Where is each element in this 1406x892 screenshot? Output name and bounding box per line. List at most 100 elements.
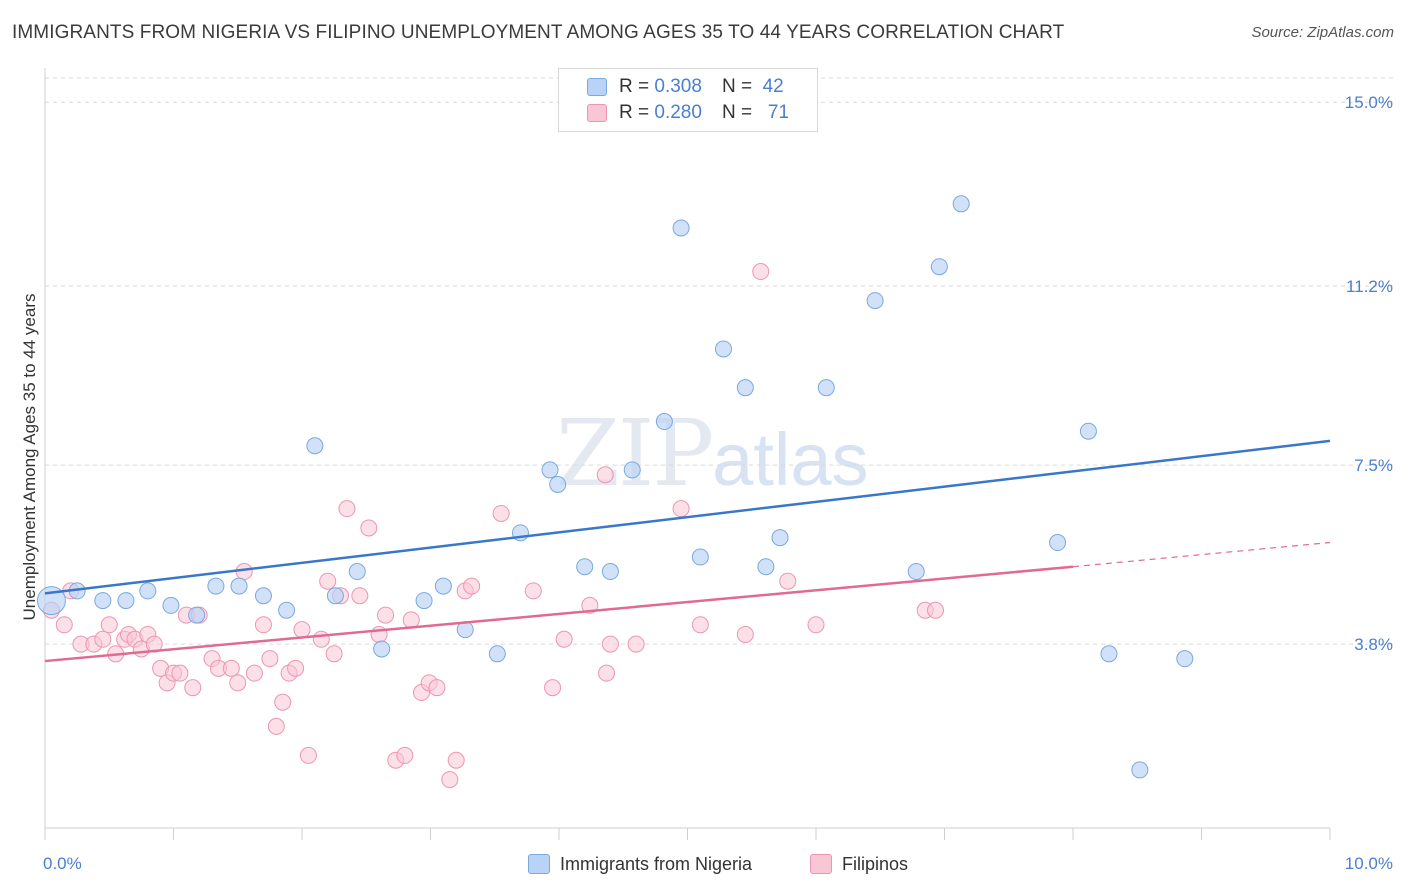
legend-r-value: 0.308	[654, 76, 702, 97]
nigeria-point	[655, 413, 673, 431]
nigeria-legend-label: Immigrants from Nigeria	[560, 853, 753, 874]
y-tick-label: 11.2%	[1346, 277, 1393, 296]
filipino-point	[338, 500, 356, 518]
filipino-point	[229, 674, 247, 692]
filipino-point	[601, 635, 619, 653]
filipino-point	[927, 601, 945, 619]
chart-title: IMMIGRANTS FROM NIGERIA VS FILIPINO UNEM…	[12, 22, 1065, 43]
filipino-point	[299, 746, 317, 764]
legend-r-label: R =	[619, 76, 650, 97]
filipino-trend-extension	[1072, 541, 1331, 568]
nigeria-point	[36, 586, 66, 616]
filipino-point	[736, 625, 754, 643]
series-legend-filipino: Filipinos	[810, 852, 908, 876]
filipino-point	[267, 717, 285, 735]
nigeria-trend-line	[44, 439, 1331, 595]
filipino-point	[598, 664, 616, 682]
nigeria-point	[230, 577, 248, 595]
filipino-trend-line	[44, 565, 1074, 663]
filipino-point	[55, 616, 73, 634]
filipino-point	[94, 630, 112, 648]
nigeria-point	[1079, 422, 1097, 440]
grid	[45, 77, 1395, 645]
legend-r-label: R =	[619, 102, 650, 123]
filipino-point	[441, 771, 459, 789]
nigeria-point	[488, 645, 506, 663]
nigeria-point	[306, 437, 324, 455]
nigeria-point	[1176, 650, 1194, 668]
filipino-legend-label: Filipinos	[842, 853, 909, 874]
x-tick-labels: 0.0% 10.0%	[43, 854, 1393, 873]
filipino-point	[544, 679, 562, 697]
y-tick-label: 3.8%	[1354, 635, 1393, 654]
legend-n-value: 42	[762, 76, 784, 97]
filipino-point	[360, 519, 378, 537]
filipino-point	[672, 500, 690, 518]
x-tick-label: 0.0%	[43, 854, 82, 873]
filipino-point	[581, 596, 599, 614]
nigeria-point	[348, 563, 366, 581]
y-tick-label: 7.5%	[1354, 456, 1393, 475]
series-legend-nigeria: Immigrants from Nigeria	[528, 852, 752, 876]
nigeria-point	[326, 587, 344, 605]
nigeria-points	[36, 195, 1194, 779]
filipino-point	[274, 693, 292, 711]
nigeria-point	[930, 258, 948, 276]
nigeria-point	[691, 548, 709, 566]
filipino-point	[396, 746, 414, 764]
nigeria-point	[434, 577, 452, 595]
nigeria-point	[601, 563, 619, 581]
nigeria-point	[1131, 761, 1149, 779]
filipino-point	[287, 659, 305, 677]
filipino-point	[752, 263, 770, 281]
filipino-point	[325, 645, 343, 663]
nigeria-point	[952, 195, 970, 213]
watermark-atlas: atlas	[712, 418, 869, 501]
filipino-point	[492, 504, 510, 522]
x-tick-label: 10.0%	[1345, 854, 1393, 873]
filipino-point	[402, 611, 420, 629]
nigeria-point	[94, 592, 112, 610]
filipino-point	[293, 621, 311, 639]
filipino-point	[428, 679, 446, 697]
nigeria-point	[714, 340, 732, 358]
nigeria-point	[757, 558, 775, 576]
filipino-point	[463, 577, 481, 595]
nigeria-point	[373, 640, 391, 658]
filipino-point	[184, 679, 202, 697]
filipino-point	[691, 616, 709, 634]
nigeria-point	[415, 592, 433, 610]
axes	[44, 68, 1331, 840]
filipino-point	[245, 664, 263, 682]
nigeria-point	[736, 379, 754, 397]
nigeria-point	[188, 606, 206, 624]
filipino-point	[100, 616, 118, 634]
nigeria-swatch	[587, 78, 607, 96]
nigeria-point	[672, 219, 690, 237]
watermark: ZIPatlas	[556, 400, 868, 507]
trend-lines	[44, 439, 1331, 663]
watermark-zip: ZIP	[556, 400, 714, 507]
filipino-point	[312, 630, 330, 648]
y-tick-label: 15.0%	[1345, 93, 1393, 112]
nigeria-point	[866, 292, 884, 310]
nigeria-point	[207, 577, 225, 595]
nigeria-legend-swatch	[528, 854, 550, 874]
filipino-point	[447, 751, 465, 769]
nigeria-point	[576, 558, 594, 576]
nigeria-point	[1100, 645, 1118, 663]
y-axis-label: Unemployment Among Ages 35 to 44 years	[20, 293, 39, 621]
nigeria-point	[907, 563, 925, 581]
filipino-points	[42, 263, 945, 789]
nigeria-point	[623, 461, 641, 479]
filipino-swatch	[587, 104, 607, 122]
nigeria-point	[254, 587, 272, 605]
filipino-point	[779, 572, 797, 590]
nigeria-point	[817, 379, 835, 397]
nigeria-point	[139, 582, 157, 600]
filipino-point	[524, 582, 542, 600]
filipino-point	[319, 572, 337, 590]
filipino-point	[222, 659, 240, 677]
legend-row-filipino: R = 0.280 N = 71	[587, 101, 789, 125]
